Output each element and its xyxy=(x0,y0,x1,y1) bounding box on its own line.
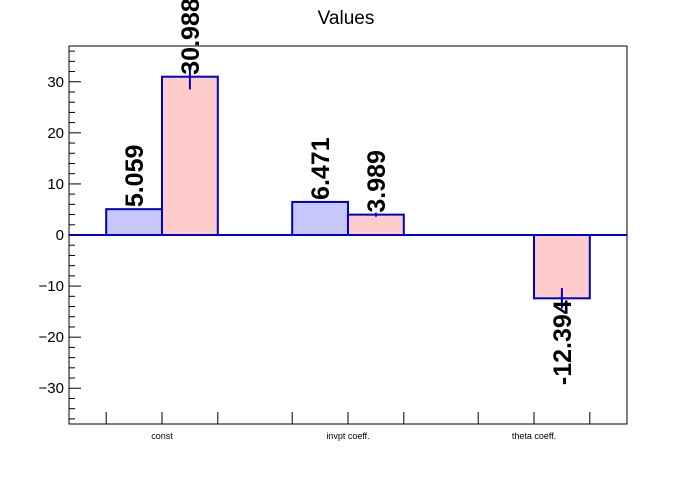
plot-area: −30 −20 −10 0 10 20 30 const invpt coeff. theta c… xyxy=(39,0,628,441)
x-tick-label: invpt coeff. xyxy=(326,431,369,441)
y-tick-label: 10 xyxy=(47,176,64,193)
y-tick-label: −30 xyxy=(39,380,64,397)
data-label: 6.471 xyxy=(307,137,335,200)
x-tick-label: theta coeff. xyxy=(512,431,556,441)
bar xyxy=(347,213,405,237)
y-tick-label: −20 xyxy=(39,329,64,346)
data-label: 3.989 xyxy=(363,150,391,213)
y-tick-label: 20 xyxy=(47,125,64,142)
data-label: 30.988 xyxy=(177,0,205,75)
data-label: 5.059 xyxy=(121,145,149,208)
chart-title: Values xyxy=(318,8,375,29)
y-tick-label: 30 xyxy=(47,74,64,91)
y-tick-label: 0 xyxy=(56,227,64,244)
y-tick-label: −10 xyxy=(39,278,64,295)
bar xyxy=(105,208,163,236)
bar xyxy=(291,200,350,237)
data-label: -12.394 xyxy=(549,300,577,385)
bar xyxy=(161,75,219,236)
x-tick-label: const xyxy=(151,431,173,441)
